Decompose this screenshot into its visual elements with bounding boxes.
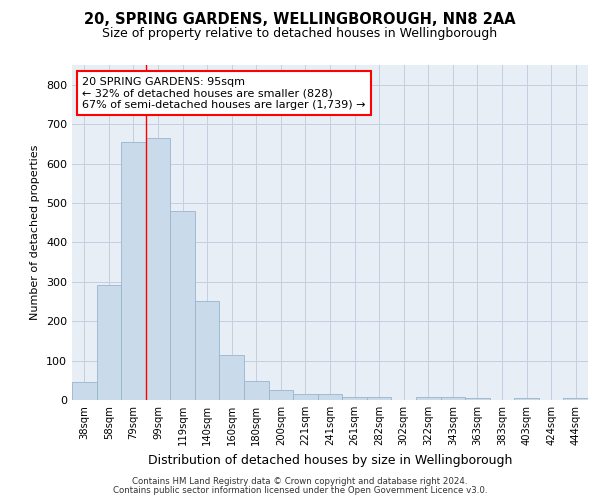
Text: Contains public sector information licensed under the Open Government Licence v3: Contains public sector information licen… — [113, 486, 487, 495]
Text: Contains HM Land Registry data © Crown copyright and database right 2024.: Contains HM Land Registry data © Crown c… — [132, 477, 468, 486]
Bar — [244, 380, 269, 400]
X-axis label: Distribution of detached houses by size in Wellingborough: Distribution of detached houses by size … — [148, 454, 512, 466]
Bar — [465, 398, 490, 400]
Bar — [293, 394, 318, 400]
Bar — [97, 284, 121, 400]
Bar — [440, 397, 465, 400]
Bar — [416, 397, 440, 400]
Bar — [170, 211, 195, 400]
Bar — [514, 398, 539, 400]
Text: 20, SPRING GARDENS, WELLINGBOROUGH, NN8 2AA: 20, SPRING GARDENS, WELLINGBOROUGH, NN8 … — [84, 12, 516, 28]
Bar — [318, 394, 342, 400]
Bar — [563, 398, 588, 400]
Bar — [72, 382, 97, 400]
Bar — [220, 355, 244, 400]
Bar — [146, 138, 170, 400]
Bar — [342, 397, 367, 400]
Bar — [195, 300, 220, 400]
Bar — [121, 142, 146, 400]
Text: 20 SPRING GARDENS: 95sqm
← 32% of detached houses are smaller (828)
67% of semi-: 20 SPRING GARDENS: 95sqm ← 32% of detach… — [82, 76, 366, 110]
Text: Size of property relative to detached houses in Wellingborough: Size of property relative to detached ho… — [103, 28, 497, 40]
Bar — [367, 397, 391, 400]
Y-axis label: Number of detached properties: Number of detached properties — [31, 145, 40, 320]
Bar — [269, 390, 293, 400]
